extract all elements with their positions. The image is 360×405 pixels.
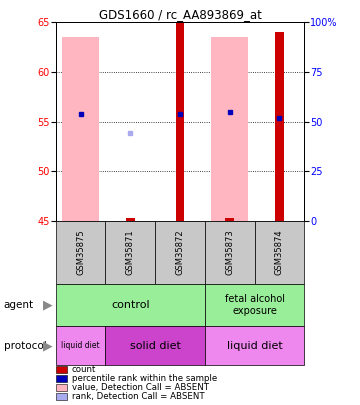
- Text: protocol: protocol: [4, 341, 46, 351]
- Text: ▶: ▶: [42, 298, 52, 311]
- Text: agent: agent: [4, 300, 34, 310]
- Bar: [126, 218, 135, 221]
- Text: ▶: ▶: [42, 339, 52, 352]
- Text: fetal alcohol
exposure: fetal alcohol exposure: [225, 294, 284, 315]
- Text: liquid diet: liquid diet: [61, 341, 100, 350]
- Text: GSM35873: GSM35873: [225, 229, 234, 275]
- Bar: [275, 32, 284, 221]
- Text: GSM35875: GSM35875: [76, 229, 85, 275]
- Bar: [211, 37, 248, 221]
- Bar: [225, 218, 234, 221]
- Text: rank, Detection Call = ABSENT: rank, Detection Call = ABSENT: [72, 392, 204, 401]
- Bar: [176, 22, 184, 221]
- Text: GSM35871: GSM35871: [126, 229, 135, 275]
- Text: value, Detection Call = ABSENT: value, Detection Call = ABSENT: [72, 383, 209, 392]
- Text: control: control: [111, 300, 150, 310]
- Text: count: count: [72, 365, 96, 374]
- Title: GDS1660 / rc_AA893869_at: GDS1660 / rc_AA893869_at: [99, 8, 261, 21]
- Text: liquid diet: liquid diet: [227, 341, 282, 351]
- Bar: [62, 37, 99, 221]
- Text: solid diet: solid diet: [130, 341, 181, 351]
- Text: GSM35874: GSM35874: [275, 229, 284, 275]
- Text: percentile rank within the sample: percentile rank within the sample: [72, 374, 217, 383]
- Text: GSM35872: GSM35872: [175, 229, 184, 275]
